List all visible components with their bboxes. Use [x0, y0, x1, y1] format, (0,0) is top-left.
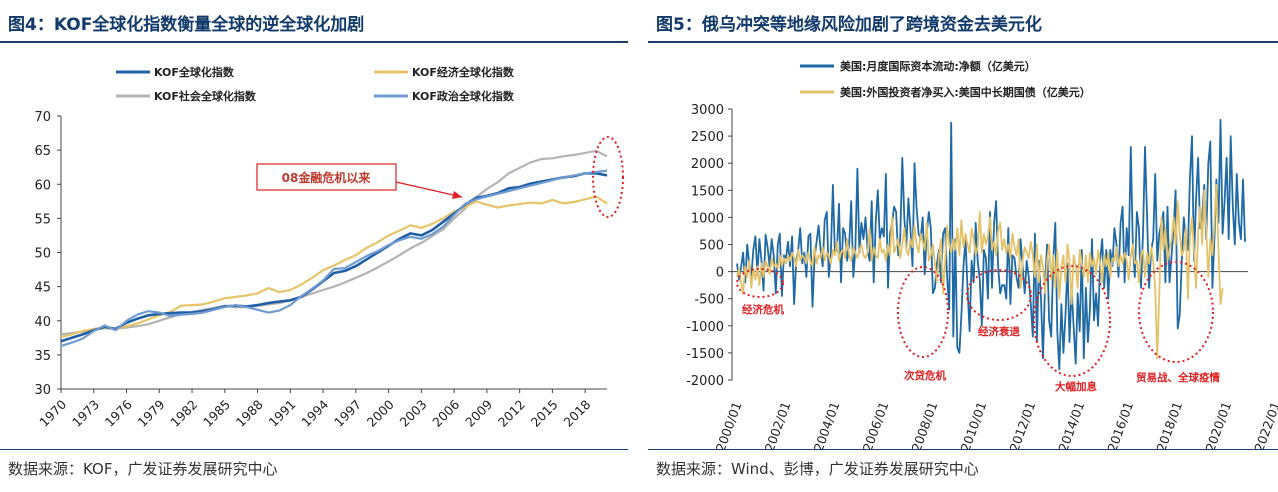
- x-tick-label: 2016/01: [1104, 400, 1136, 449]
- right-chart-source: 数据来源：Wind、彭博，广发证券发展研究中心: [656, 460, 979, 478]
- crisis-highlight-5: [1138, 261, 1214, 363]
- x-tick-label: 2002/01: [762, 400, 794, 449]
- y-tick-label: 50: [34, 247, 51, 262]
- callout-text: 08金融危机以来: [282, 170, 372, 185]
- left-chart-panel: 图4：KOF全球化指数衡量全球的逆全球化加剧 30 35 40 45 50 55 60 65 7…: [0, 0, 628, 492]
- x-tick-label: 2010/01: [957, 400, 989, 449]
- y-tick-label: 65: [34, 144, 51, 159]
- series-line: [60, 149, 608, 336]
- callout-arrow-head: [452, 191, 462, 199]
- left-chart-title: 图4：KOF全球化指数衡量全球的逆全球化加剧: [8, 15, 365, 35]
- x-tick-label: 2018/01: [1153, 400, 1185, 449]
- x-tick-label: 1973: [69, 397, 102, 430]
- x-tick-label: 2018: [560, 397, 593, 430]
- y-tick-label: 60: [34, 178, 51, 193]
- legend-label: 美国:外国投资者净买入:美国中长期国债（亿美元）: [840, 85, 1091, 99]
- x-tick-label: 2004/01: [811, 400, 843, 449]
- series-line: [60, 172, 608, 343]
- annotation-label: 经济衰退: [978, 325, 1020, 338]
- y-tick-label: -2000: [686, 374, 724, 389]
- x-tick-label: 2012/01: [1006, 400, 1038, 449]
- crisis-highlight-4: [1033, 265, 1111, 377]
- left-chart-source: 数据来源：KOF，广发证券发展研究中心: [8, 460, 278, 478]
- y-tick-label: -1000: [686, 320, 724, 335]
- callout-arrow: [395, 181, 463, 198]
- capital-flow-chart: -2000 -1500 -1000 -500 0 500 1000 1500 2000 2500 3…: [686, 59, 1278, 449]
- y-tick-label: 35: [34, 349, 51, 364]
- annotation-label: 大幅加息: [1055, 380, 1097, 393]
- y-tick-label: 45: [34, 281, 51, 296]
- y-tick-label: 2500: [691, 130, 724, 145]
- x-tick-label: 1982: [167, 397, 200, 430]
- right-chart-panel: 图5：俄乌冲突等地缘风险加剧了跨境资金去美元化 -2000 -1500 -1000-…: [648, 0, 1278, 492]
- y-tick-label: 55: [34, 212, 51, 227]
- y-tick-label: 1500: [691, 184, 724, 199]
- y-tick-label: 40: [34, 315, 51, 330]
- source-divider: [648, 449, 1278, 450]
- y-tick-label: 2000: [691, 157, 724, 172]
- x-tick-label: 2020/01: [1202, 400, 1234, 449]
- y-tick-label: 70: [34, 110, 51, 125]
- crisis-highlight-2: [897, 266, 949, 358]
- x-tick-label: 2003: [397, 397, 430, 430]
- series-line: [60, 169, 608, 348]
- x-tick-label: 1988: [233, 397, 266, 430]
- x-tick-label: 2008/01: [909, 400, 941, 449]
- y-tick-label: 30: [34, 383, 51, 398]
- right-chart-title: 图5：俄乌冲突等地缘风险加剧了跨境资金去美元化: [656, 15, 1042, 35]
- x-tick-label: 1985: [200, 397, 233, 430]
- x-tick-label: 1991: [266, 397, 299, 430]
- y-tick-label: 0: [716, 266, 724, 281]
- x-tick-label: 2022/01: [1251, 400, 1278, 449]
- x-tick-label: 2000: [364, 397, 397, 430]
- x-tick-label: 1970: [36, 397, 69, 430]
- annotation-label: 贸易战、全球疫情: [1136, 371, 1220, 384]
- crisis-highlight-1: [736, 268, 784, 298]
- y-tick-label: 3000: [691, 103, 724, 118]
- x-tick-label: 1976: [102, 397, 135, 430]
- legend-label: 美国:月度国际资本流动:净额（亿美元）: [840, 59, 1036, 73]
- recent-period-highlight: [592, 136, 624, 218]
- x-tick-label: 1997: [331, 397, 364, 430]
- x-tick-label: 1979: [134, 397, 167, 430]
- x-tick-label: 2006: [429, 397, 462, 430]
- annotation-label: 经济危机: [742, 303, 784, 316]
- source-divider: [0, 449, 628, 450]
- y-tick-label: -1500: [686, 347, 724, 362]
- x-tick-label: 2000/01: [713, 400, 745, 449]
- series-line: [736, 183, 1224, 360]
- x-tick-label: 2006/01: [860, 400, 892, 449]
- title-divider: [648, 41, 1278, 43]
- legend-label: KOF政治全球化指数: [412, 89, 515, 103]
- y-tick-label: 500: [699, 239, 724, 254]
- x-tick-label: 2015: [528, 397, 561, 430]
- title-divider: [0, 41, 628, 43]
- y-tick-label: -500: [694, 293, 724, 308]
- x-tick-label: 2009: [462, 397, 495, 430]
- x-tick-label: 2012: [495, 397, 528, 430]
- series-line: [60, 195, 608, 339]
- x-tick-label: 1994: [298, 397, 331, 430]
- legend-label: KOF全球化指数: [154, 65, 235, 79]
- x-tick-label: 2014/01: [1055, 400, 1087, 449]
- callout-box: [256, 163, 397, 191]
- crisis-highlight-3: [966, 269, 1032, 321]
- legend-label: KOF社会全球化指数: [154, 89, 257, 103]
- legend-label: KOF经济全球化指数: [412, 65, 515, 79]
- annotation-label: 次贷危机: [904, 369, 946, 382]
- y-tick-label: 1000: [691, 211, 724, 226]
